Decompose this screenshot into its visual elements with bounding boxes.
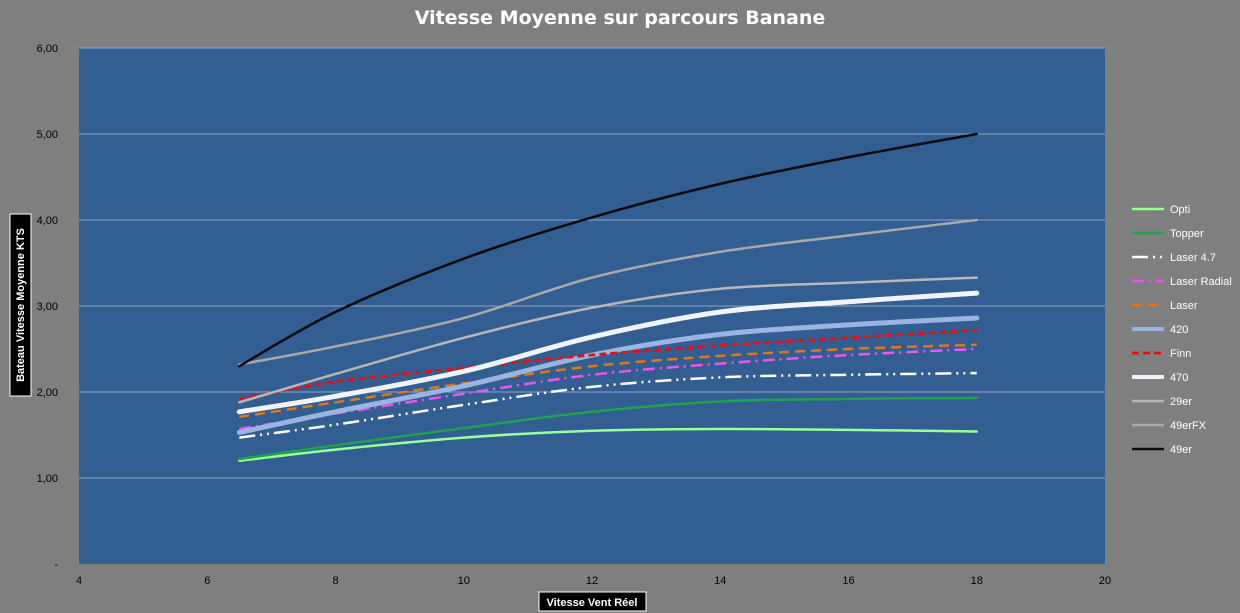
legend-label: Topper bbox=[1170, 228, 1204, 240]
x-tick-label: 4 bbox=[76, 575, 82, 587]
x-tick-label: 10 bbox=[458, 575, 470, 587]
tick-labels: - 1,00 2,00 3,00 4,00 5,00 6,00 4 6 8 10 12 14 16 18 20 bbox=[37, 43, 1112, 587]
legend-label: Finn bbox=[1170, 348, 1191, 360]
legend-label: 49erFX bbox=[1170, 420, 1207, 432]
series-line-laser bbox=[239, 343, 977, 419]
x-tick-label: 8 bbox=[332, 575, 338, 587]
series-lines bbox=[236, 132, 980, 463]
y-tick-label: - bbox=[54, 559, 58, 571]
series-line-opti bbox=[238, 427, 978, 463]
legend-label: 420 bbox=[1170, 324, 1188, 336]
series-line-29er bbox=[238, 276, 978, 404]
chart-title: Vitesse Moyenne sur parcours Banane bbox=[415, 7, 826, 29]
series-line-topper bbox=[238, 396, 978, 461]
gridlines bbox=[79, 47, 1105, 479]
legend: Opti Topper Laser 4.7 Laser Radial Laser 420 F… bbox=[1132, 204, 1232, 456]
y-tick-label: 5,00 bbox=[37, 129, 58, 141]
series-line-laser-4-7 bbox=[239, 371, 977, 439]
y-tick-label: 3,00 bbox=[37, 301, 58, 313]
x-tick-label: 20 bbox=[1099, 575, 1111, 587]
y-axis-title-box bbox=[9, 213, 32, 397]
series-line-49er bbox=[238, 132, 978, 368]
legend-label: Laser Radial bbox=[1170, 276, 1232, 288]
legend-label: Laser 4.7 bbox=[1170, 252, 1216, 264]
legend-label: 29er bbox=[1170, 396, 1192, 408]
x-axis-title: Vitesse Vent Réel bbox=[547, 597, 638, 609]
legend-label: Opti bbox=[1170, 204, 1190, 216]
x-tick-label: 16 bbox=[842, 575, 854, 587]
x-tick-label: 14 bbox=[714, 575, 726, 587]
series-line-finn bbox=[239, 328, 977, 401]
x-tick-label: 18 bbox=[971, 575, 983, 587]
y-tick-label: 4,00 bbox=[37, 215, 58, 227]
y-tick-label: 6,00 bbox=[37, 43, 58, 55]
x-tick-label: 12 bbox=[586, 575, 598, 587]
legend-label: Laser bbox=[1170, 300, 1198, 312]
legend-label: 470 bbox=[1170, 372, 1188, 384]
x-tick-label: 6 bbox=[204, 575, 210, 587]
series-line-470 bbox=[236, 290, 980, 415]
series-line-49erfx bbox=[238, 218, 978, 366]
legend-label: 49er bbox=[1170, 444, 1192, 456]
y-tick-label: 2,00 bbox=[37, 387, 58, 399]
x-axis-title-box bbox=[538, 591, 647, 612]
y-axis-title: Bateau Vitesse Moyenne KTS bbox=[15, 228, 27, 382]
y-tick-label: 1,00 bbox=[37, 473, 58, 485]
